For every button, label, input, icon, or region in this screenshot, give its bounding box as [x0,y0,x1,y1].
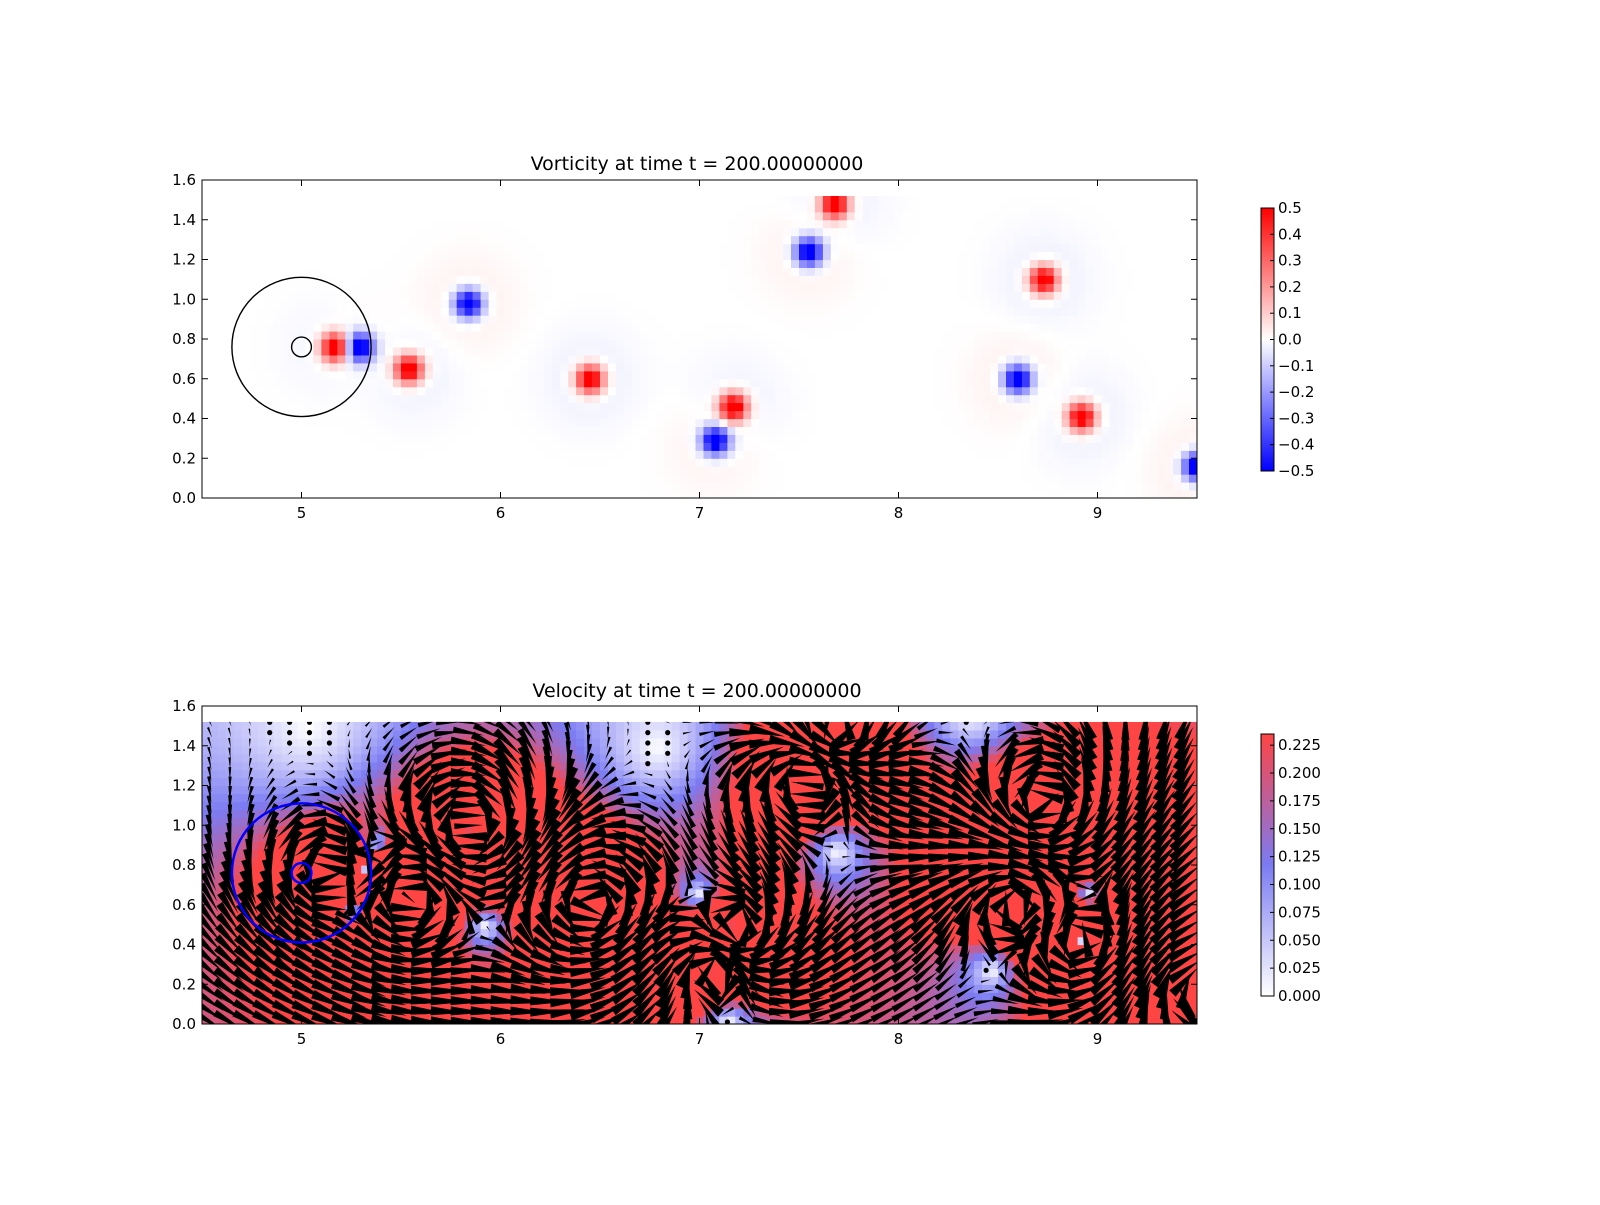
colorbar-tick-label: 0.200 [1278,764,1321,782]
colorbar-tick-label: 0.2 [1278,278,1302,296]
y-tick-label: 0.0 [172,1015,196,1033]
colorbar-tick-label: 0.150 [1278,820,1321,838]
quiver-dot [307,730,312,735]
colorbar-tick-label: 0.075 [1278,903,1321,921]
colorbar-tick-label: −0.3 [1278,409,1314,427]
y-tick-label: 1.2 [172,251,196,269]
quiver-dot [645,740,650,745]
colorbar-tick-label: 0.125 [1278,848,1321,866]
y-tick-label: 1.0 [172,290,196,308]
colorbar-tick-label: 0.1 [1278,304,1302,322]
x-tick-label: 7 [695,1030,705,1048]
quiver-dot [287,740,292,745]
quiver-dot [964,720,969,725]
y-tick-label: 0.2 [172,449,196,467]
quiver-dot [984,968,989,973]
colorbar-tick-label: 0.175 [1278,792,1321,810]
colorbar-tick-label: −0.1 [1278,357,1314,375]
x-tick-label: 6 [496,1030,506,1048]
colorbar-tick-label: 0.100 [1278,876,1321,894]
colorbar-tick-label: −0.5 [1278,462,1314,480]
y-tick-label: 0.6 [172,370,196,388]
quiver-dot [267,720,272,725]
x-tick-label: 9 [1093,504,1103,522]
quiver-dot [327,720,332,725]
colorbar-tick-label: 0.000 [1278,987,1321,1005]
quiver-dot [307,720,312,725]
y-tick-label: 1.6 [172,171,196,189]
quiver-dot [645,730,650,735]
quiver-dot [307,751,312,756]
quiver-dot [645,751,650,756]
y-tick-label: 0.8 [172,856,196,874]
quiver-dot [287,720,292,725]
y-tick-label: 1.4 [172,737,196,755]
vorticity-field [202,196,1198,499]
y-tick-label: 1.0 [172,816,196,834]
quiver-dot [307,740,312,745]
quiver-dot [665,730,670,735]
x-tick-label: 8 [894,504,904,522]
y-tick-label: 1.4 [172,211,196,229]
quiver-dot [665,751,670,756]
y-tick-label: 0.2 [172,975,196,993]
x-tick-label: 5 [297,1030,307,1048]
colorbar-tick-label: 0.4 [1278,225,1302,243]
colorbar-tick-label: −0.4 [1278,436,1314,454]
colorbar-tick-label: 0.0 [1278,331,1302,349]
velocity-title: Velocity at time t = 200.00000000 [532,680,861,702]
y-tick-label: 0.4 [172,410,196,428]
quiver-dot [267,730,272,735]
quiver-dot [327,730,332,735]
colorbar-tick-label: 0.5 [1278,199,1302,217]
quiver-dot [645,720,650,725]
x-tick-label: 9 [1093,1030,1103,1048]
quiver-dot [327,740,332,745]
x-tick-label: 6 [496,504,506,522]
quiver-dot [645,761,650,766]
quiver-dot [287,730,292,735]
vorticity-title: Vorticity at time t = 200.00000000 [531,153,864,175]
y-tick-label: 1.2 [172,777,196,795]
colorbar-tick-label: 0.225 [1278,736,1321,754]
y-tick-label: 0.4 [172,936,196,954]
vorticity-colorbar: 0.5 0.4 0.3 0.2 0.1 0.0 −0.1 −0.2 −0.3 −0.4 −0.5 [1261,199,1314,480]
colorbar-tick-label: 0.3 [1278,252,1302,270]
y-tick-label: 0.8 [172,330,196,348]
colorbar-tick-label: 0.025 [1278,959,1321,977]
x-tick-label: 8 [894,1030,904,1048]
y-tick-label: 0.6 [172,896,196,914]
x-tick-label: 5 [297,504,307,522]
quiver-dot [665,740,670,745]
colorbar-tick-label: −0.2 [1278,383,1314,401]
y-tick-label: 1.6 [172,697,196,715]
x-tick-label: 7 [695,504,705,522]
colorbar-tick-label: 0.050 [1278,931,1321,949]
y-tick-label: 0.0 [172,489,196,507]
velocity-colorbar: 0.225 0.200 0.175 0.150 0.125 0.100 0.075 0.050… [1261,734,1321,1005]
